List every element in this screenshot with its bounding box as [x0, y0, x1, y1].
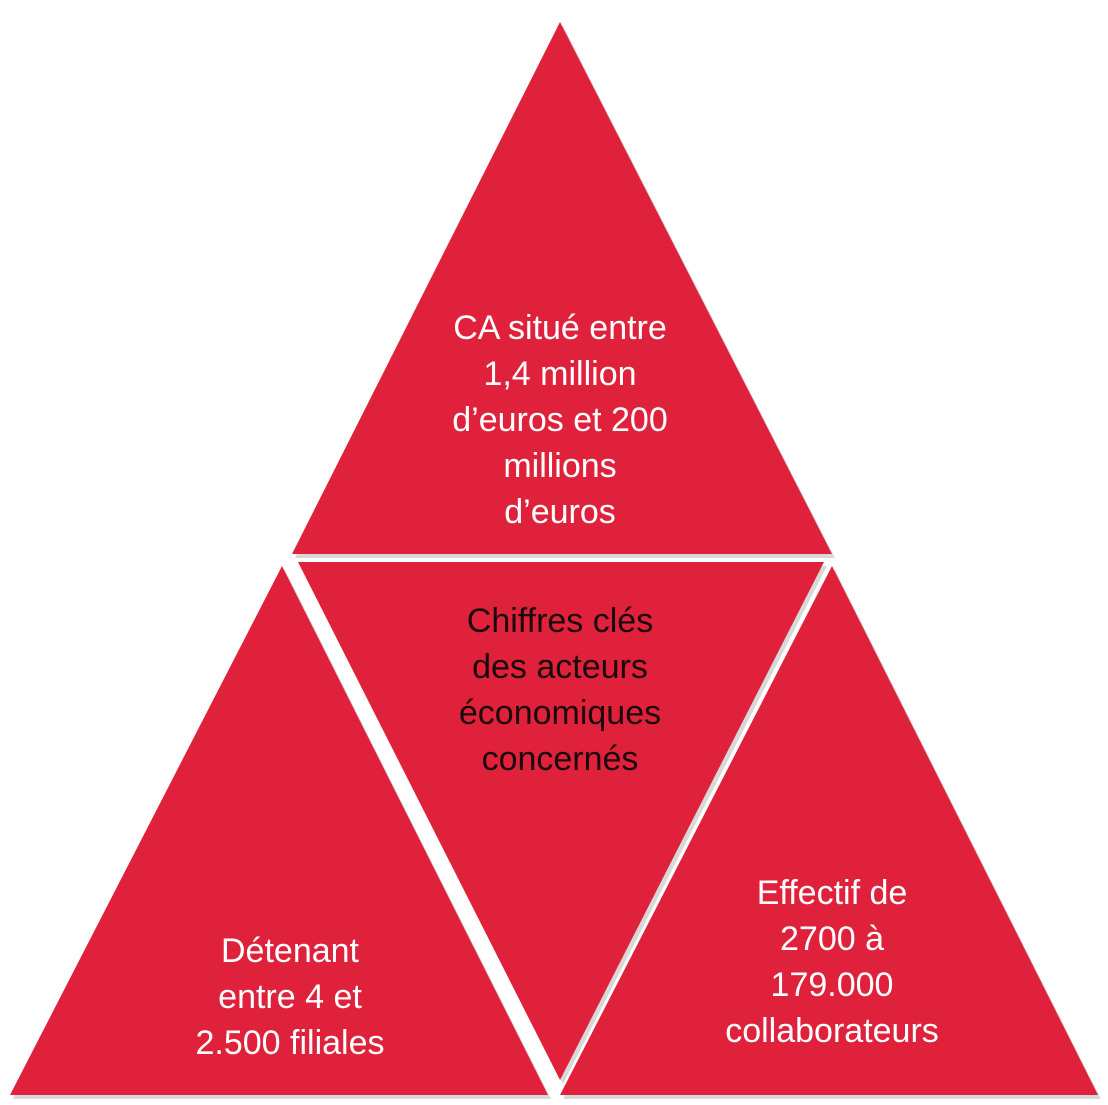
- center-triangle-title: Chiffres clés des acteurs économiques co…: [458, 602, 662, 778]
- left-triangle: [10, 566, 548, 1095]
- center-inverted-triangle: [298, 562, 824, 1080]
- right-triangle-text: Effectif de 2700 à 179.000 collaborateur…: [725, 874, 939, 1050]
- top-triangle-text: CA situé entre 1,4 million d’euros et 20…: [452, 309, 668, 531]
- right-triangle: [560, 566, 1098, 1095]
- left-triangle-text: Détenant entre 4 et 2.500 filiales: [195, 932, 385, 1062]
- top-triangle: [292, 22, 832, 554]
